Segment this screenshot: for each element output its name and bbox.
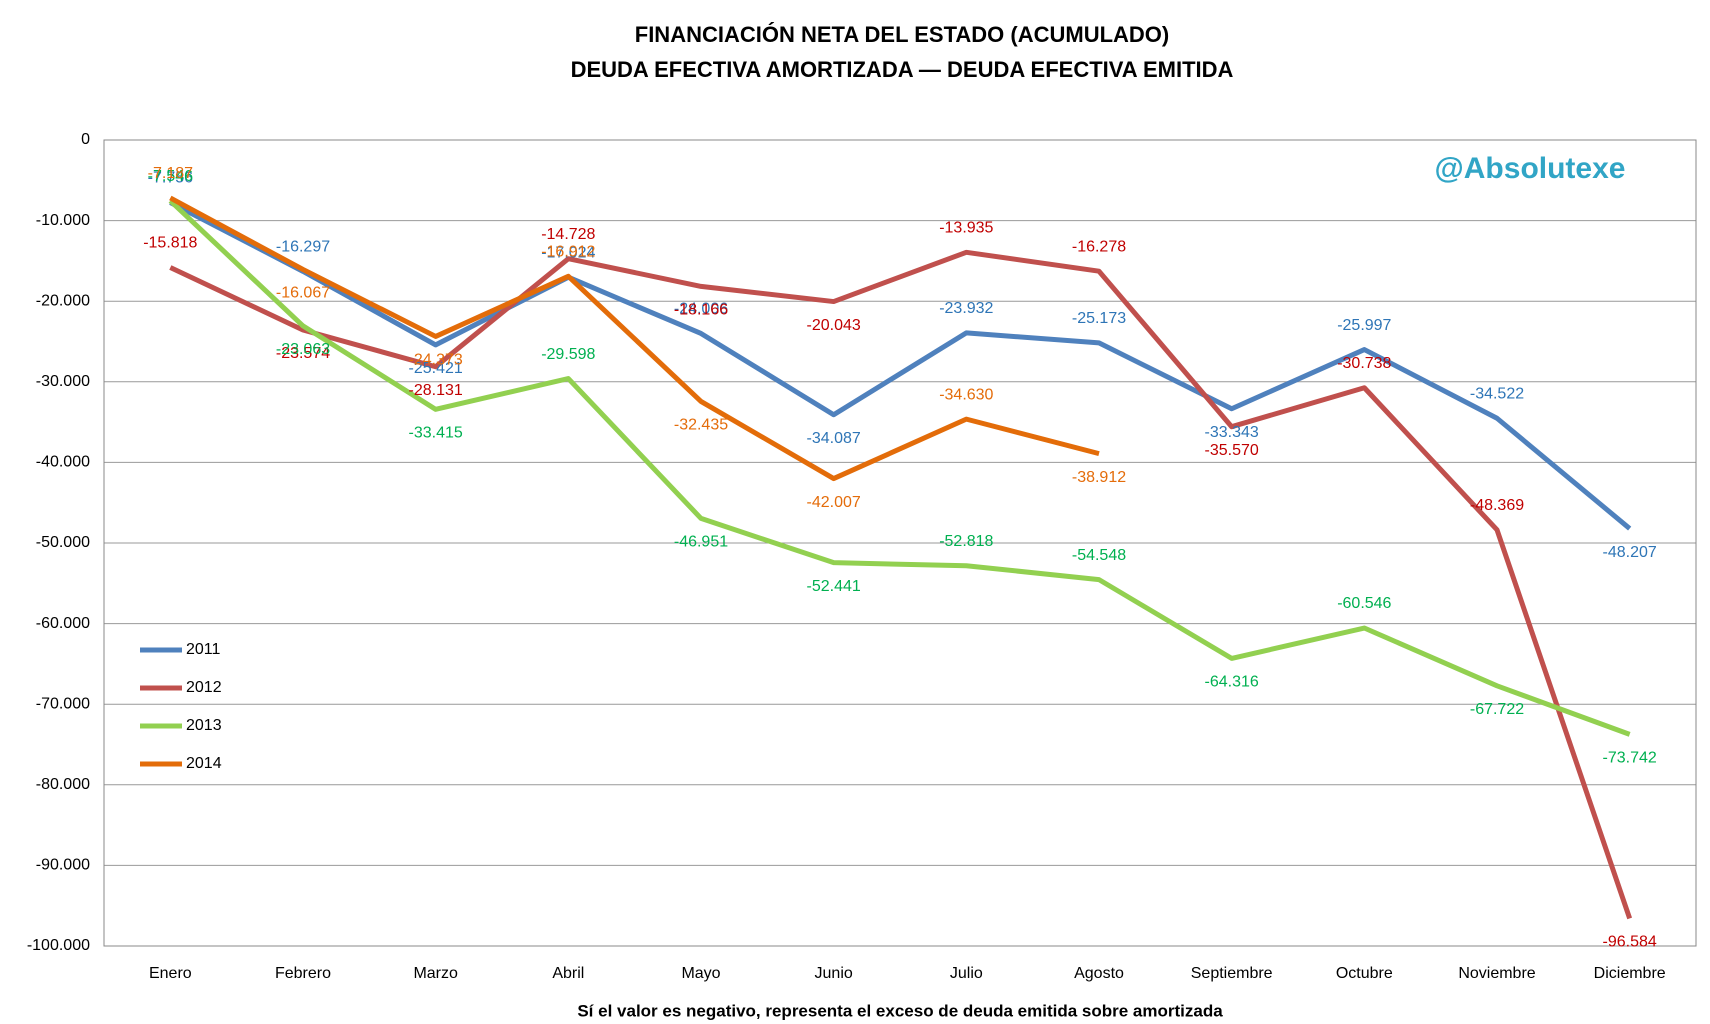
x-tick-label: Marzo: [413, 965, 458, 982]
data-label: -42.007: [807, 494, 861, 511]
y-tick-label: -50.000: [36, 534, 90, 551]
data-label: -15.818: [143, 235, 197, 252]
data-label: -20.043: [807, 317, 861, 334]
x-tick-label: Febrero: [275, 965, 331, 982]
data-label: -24.373: [409, 352, 463, 369]
y-tick-label: -100.000: [27, 937, 90, 954]
data-label: -32.435: [674, 417, 728, 434]
y-tick-label: -10.000: [36, 212, 90, 229]
data-label: -29.598: [541, 346, 595, 363]
data-label: -33.415: [409, 425, 463, 442]
data-label: -7.187: [148, 165, 193, 182]
y-tick-label: -80.000: [36, 776, 90, 793]
data-label: -48.207: [1603, 544, 1657, 561]
watermark: @Absolutexe: [1435, 152, 1626, 185]
series-line: [169, 249, 1633, 920]
data-label: -46.951: [674, 534, 728, 551]
data-label: -25.997: [1337, 317, 1391, 334]
x-tick-label: Junio: [815, 965, 853, 982]
data-label: -64.316: [1205, 674, 1259, 691]
data-label: -13.935: [939, 220, 993, 237]
data-label: -67.722: [1470, 701, 1524, 718]
data-label: -25.421: [409, 360, 463, 377]
x-tick-label: Julio: [950, 965, 983, 982]
x-tick-label: Diciembre: [1594, 965, 1666, 982]
data-label: -30.738: [1337, 355, 1391, 372]
data-label: -7.546: [148, 168, 193, 185]
y-tick-label: 0: [81, 131, 90, 148]
data-label: -60.546: [1337, 595, 1391, 612]
data-label: -16.912: [541, 244, 595, 261]
y-tick-label: -40.000: [36, 454, 90, 471]
data-label: -52.818: [939, 533, 993, 550]
data-label: -18.166: [674, 302, 728, 319]
data-label: -25.173: [1072, 310, 1126, 327]
y-tick-label: -20.000: [36, 292, 90, 309]
data-label: -7.756: [148, 170, 193, 187]
data-label: -28.131: [409, 382, 463, 399]
legend-label: 2011: [186, 641, 221, 658]
y-tick-label: -60.000: [36, 615, 90, 632]
plot-border: [103, 139, 1697, 947]
data-label: -73.742: [1603, 750, 1657, 767]
series-line: [169, 195, 1100, 482]
data-label: -34.630: [939, 386, 993, 403]
data-label: -33.343: [1205, 424, 1259, 441]
data-label: -96.584: [1603, 934, 1657, 951]
data-label: -38.912: [1072, 469, 1126, 486]
series-line: [168, 199, 1631, 737]
chart-title: FINANCIACIÓN NETA DEL ESTADO (ACUMULADO): [635, 22, 1170, 47]
chart-subtitle: DEUDA EFECTIVA AMORTIZADA — DEUDA EFECTI…: [571, 57, 1234, 82]
x-tick-label: Enero: [149, 965, 192, 982]
x-tick-label: Octubre: [1336, 965, 1393, 982]
data-label: -17.024: [541, 244, 595, 261]
data-label: -16.067: [276, 285, 330, 302]
data-label: -34.087: [807, 430, 861, 447]
data-label: -34.522: [1470, 385, 1524, 402]
x-tick-label: Abril: [552, 965, 584, 982]
x-tick-label: Septiembre: [1191, 965, 1273, 982]
data-label: -54.548: [1072, 547, 1126, 564]
data-label: -24.006: [674, 301, 728, 318]
data-label: -35.570: [1205, 442, 1259, 459]
data-label: -16.278: [1072, 238, 1126, 255]
data-label: -23.932: [939, 300, 993, 317]
legend-label: 2014: [186, 755, 222, 772]
series-line: [169, 200, 1632, 531]
data-label: -23.063: [276, 341, 330, 358]
x-tick-label: Mayo: [681, 965, 720, 982]
x-axis-label: Sí el valor es negativo, representa el e…: [577, 1001, 1223, 1020]
x-tick-label: Agosto: [1074, 965, 1124, 982]
y-tick-label: -30.000: [36, 373, 90, 390]
legend-label: 2012: [186, 679, 222, 696]
legend-label: 2013: [186, 717, 222, 734]
data-label: -16.297: [276, 239, 330, 256]
data-label: -14.728: [541, 226, 595, 243]
data-label: -48.369: [1470, 497, 1524, 514]
y-tick-label: -70.000: [36, 695, 90, 712]
y-tick-label: -90.000: [36, 857, 90, 874]
data-label: -23.574: [276, 345, 330, 362]
x-tick-label: Noviembre: [1458, 965, 1535, 982]
data-label: -52.441: [807, 578, 861, 595]
